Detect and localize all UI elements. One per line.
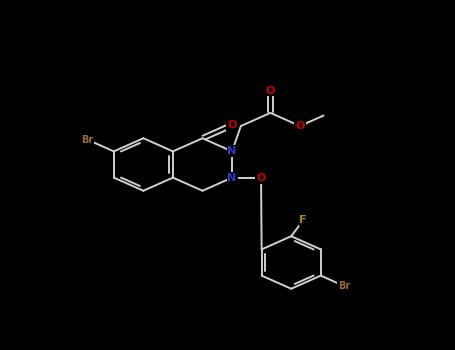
Text: N: N bbox=[228, 173, 237, 183]
Text: Br: Br bbox=[81, 134, 93, 145]
Text: Br: Br bbox=[338, 281, 350, 291]
Text: O: O bbox=[295, 121, 305, 131]
Text: O: O bbox=[266, 86, 275, 96]
Text: O: O bbox=[256, 173, 266, 183]
Text: F: F bbox=[299, 215, 307, 225]
Text: N: N bbox=[228, 146, 237, 156]
Text: O: O bbox=[228, 120, 237, 130]
